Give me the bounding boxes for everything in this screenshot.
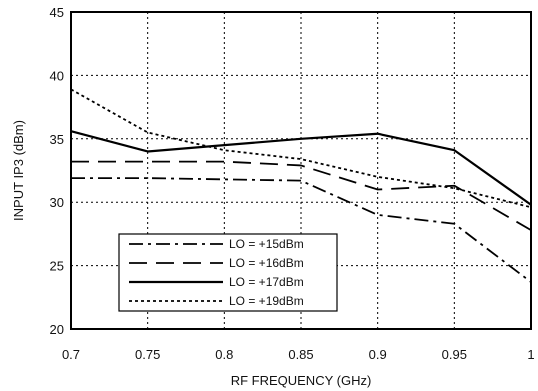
plot-frame xyxy=(70,11,532,330)
x-tick-label: 1 xyxy=(527,347,534,362)
y-tick-label: 40 xyxy=(50,68,64,83)
x-tick-label: 0.9 xyxy=(369,347,387,362)
y-tick-label: 20 xyxy=(50,322,64,337)
y-tick-labels: 20 25 30 35 40 45 xyxy=(50,5,64,337)
y-axis-title: INPUT IP3 (dBm) xyxy=(11,120,26,221)
x-tick-labels: 0.7 0.75 0.8 0.85 0.9 0.95 1 xyxy=(62,347,535,362)
y-tick-label: 35 xyxy=(50,132,64,147)
y-tick-label: 45 xyxy=(50,5,64,20)
x-tick-label: 0.7 xyxy=(62,347,80,362)
series-lines xyxy=(70,88,532,283)
legend-label-3: LO = +17dBm xyxy=(229,275,304,289)
x-tick-label: 0.85 xyxy=(288,347,313,362)
series-line-1 xyxy=(71,177,532,283)
legend-box xyxy=(118,233,338,312)
x-axis-title: RF FREQUENCY (GHz) xyxy=(231,373,372,388)
series-line-2 xyxy=(71,160,532,231)
legend: LO = +15dBm LO = +16dBm LO = +17dBm LO = +1… xyxy=(118,233,338,312)
x-tick-label: 0.8 xyxy=(215,347,233,362)
legend-label-2: LO = +16dBm xyxy=(229,256,304,270)
legend-label-1: LO = +15dBm xyxy=(229,237,304,251)
x-tick-label: 0.95 xyxy=(442,347,467,362)
y-tick-label: 30 xyxy=(50,195,64,210)
y-tick-label: 25 xyxy=(50,259,64,274)
series-line-3 xyxy=(70,130,532,206)
legend-label-4: LO = +19dBm xyxy=(229,294,304,308)
x-tick-label: 0.75 xyxy=(135,347,160,362)
